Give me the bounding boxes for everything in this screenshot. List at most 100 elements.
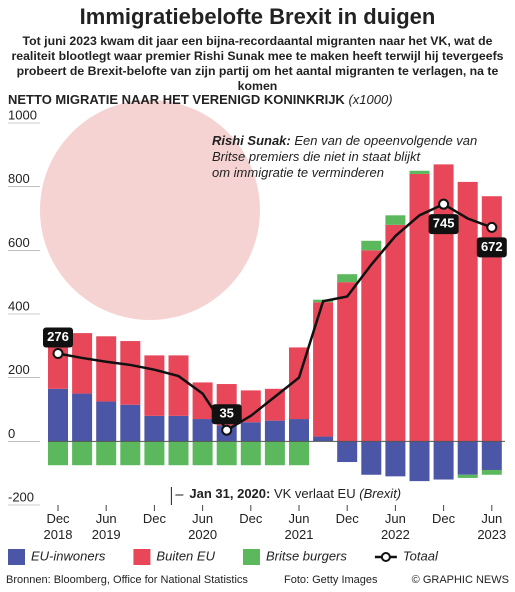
- bar: [481, 196, 502, 442]
- x-tick-label: Dec: [432, 511, 456, 526]
- bar: [457, 474, 478, 478]
- bar: [168, 355, 189, 416]
- subtitle-line: probeert de Brexit-belofte van zijn part…: [16, 64, 499, 93]
- photo-backdrop: [40, 100, 260, 320]
- legend-label: EU-inwoners: [31, 548, 106, 563]
- callout-line: om immigratie te verminderen: [212, 165, 477, 181]
- bar: [361, 240, 382, 251]
- bar: [96, 336, 117, 402]
- bar: [192, 382, 213, 420]
- total-marker: [486, 221, 498, 233]
- y-tick-label: 600: [8, 235, 30, 250]
- callout-line: Rishi Sunak: Een van de opeenvolgende va…: [212, 133, 477, 149]
- bar: [240, 390, 261, 423]
- data-label: 672: [481, 239, 503, 254]
- bar: [72, 393, 93, 442]
- x-tick-line: 2022: [381, 527, 410, 542]
- x-tick-label: Dec 2018: [44, 511, 73, 542]
- x-tick-line: Jun: [385, 511, 406, 526]
- bar: [337, 441, 358, 463]
- x-tick-label: Jun 2020: [188, 511, 217, 542]
- bar: [481, 469, 502, 475]
- x-tick-label: Jun 2022: [381, 511, 410, 542]
- bar: [192, 441, 213, 466]
- bar: [264, 388, 285, 421]
- y-tick-label: 800: [8, 171, 30, 186]
- x-tick-label: Dec: [143, 511, 167, 526]
- x-tick-label: Dec: [336, 511, 360, 526]
- bar: [240, 441, 261, 466]
- bar: [48, 441, 68, 466]
- bar: [96, 401, 117, 442]
- x-tick-line: Jun: [289, 511, 310, 526]
- x-tick-line: 2018: [44, 527, 73, 542]
- x-tick-line: Jun: [192, 511, 213, 526]
- x-tick-line: Dec: [143, 511, 167, 526]
- bar: [120, 341, 141, 405]
- x-tick-line: 2021: [285, 527, 314, 542]
- x-tick-line: Dec: [46, 511, 70, 526]
- bar: [457, 181, 478, 442]
- bar: [433, 441, 454, 480]
- axis-title-text: NETTO MIGRATIE NAAR HET VERENIGD KONINKR…: [8, 92, 345, 107]
- data-label: 745: [433, 216, 455, 231]
- photo-credit: Foto: Getty Images: [284, 574, 378, 586]
- bar: [120, 441, 141, 466]
- axis-unit: (x1000): [348, 92, 393, 107]
- bar: [144, 415, 165, 442]
- legend-swatch: [242, 549, 260, 565]
- label-box: [476, 237, 507, 258]
- bar: [385, 224, 406, 442]
- callout-line: Britse premiers die niet in staat blijkt: [212, 149, 477, 165]
- y-tick-label: 0: [8, 426, 15, 441]
- brexit-note: (Brexit): [359, 486, 401, 501]
- bar: [481, 441, 502, 470]
- bar: [409, 170, 430, 174]
- x-tick-line: Dec: [432, 511, 456, 526]
- label-box: [428, 214, 459, 235]
- chart-subtitle: Tot juni 2023 kwam dit jaar een bijna-re…: [4, 34, 511, 94]
- total-marker: [438, 198, 450, 210]
- bar: [144, 355, 165, 416]
- y-tick-label: 200: [8, 362, 30, 377]
- chart-title: Immigratiebelofte Brexit in duigen: [79, 4, 436, 29]
- subtitle-line: Tot juni 2023 kwam dit jaar een bijna-re…: [22, 34, 493, 48]
- bar: [240, 422, 261, 442]
- axis-title: NETTO MIGRATIE NAAR HET VERENIGD KONINKR…: [8, 92, 393, 107]
- legend-label: Britse burgers: [266, 548, 347, 563]
- bar: [337, 274, 358, 283]
- bar: [264, 441, 285, 466]
- legend-label: Totaal: [403, 548, 439, 563]
- total-line: [57, 202, 493, 432]
- x-tick-line: 2023: [477, 527, 506, 542]
- x-tick-label: Dec: [239, 511, 263, 526]
- label-box: [43, 327, 73, 348]
- bar: [264, 420, 285, 442]
- bar: [409, 441, 430, 482]
- y-tick-label: 400: [8, 298, 30, 313]
- bar: [313, 436, 334, 442]
- y-tick-label: 1000: [8, 107, 37, 122]
- sources: Bronnen: Bloomberg, Office for National …: [6, 574, 248, 586]
- callout-text: om immigratie te verminderen: [212, 165, 384, 180]
- bar: [48, 388, 68, 442]
- callout-name: Rishi Sunak:: [212, 133, 291, 148]
- bar: [168, 415, 189, 442]
- total-marker: [52, 347, 64, 359]
- bar: [385, 441, 406, 477]
- bar: [168, 441, 189, 466]
- bar: [144, 441, 165, 466]
- legend-swatch-marker: [380, 552, 391, 562]
- x-tick-line: Jun: [96, 511, 117, 526]
- callout: Rishi Sunak: Een van de opeenvolgende va…: [212, 133, 477, 181]
- bar: [289, 419, 309, 442]
- total-marker: [221, 424, 233, 436]
- copyright: © GRAPHIC NEWS: [411, 574, 509, 586]
- bar: [385, 215, 406, 225]
- bar: [72, 333, 93, 394]
- x-tick-line: Dec: [239, 511, 263, 526]
- x-tick-label: Jun 2023: [477, 511, 506, 542]
- x-tick-line: 2020: [188, 527, 217, 542]
